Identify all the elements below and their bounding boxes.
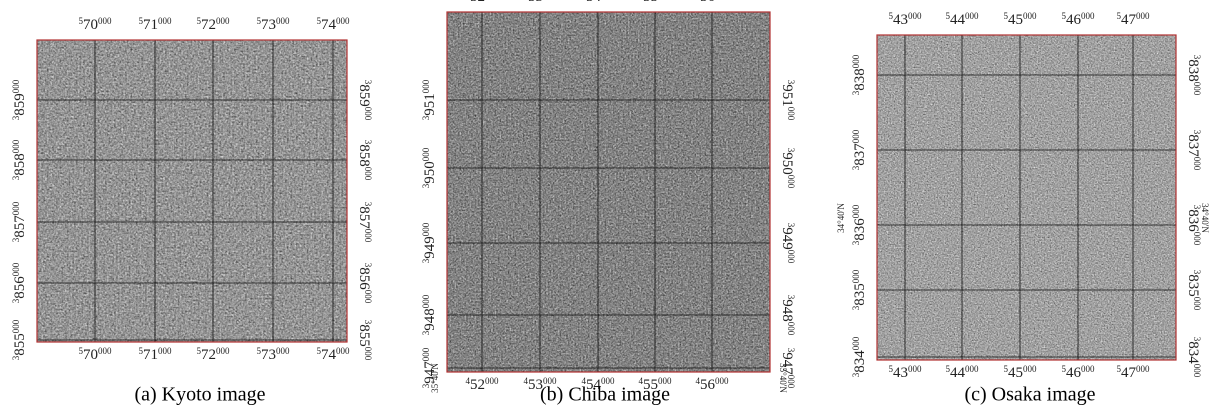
y-coord-label-right: 3950000: [779, 148, 796, 189]
satellite-image: [37, 40, 347, 342]
x-coord-label-top: 546000: [1062, 11, 1096, 28]
x-coord-label-top: 544000: [946, 11, 980, 28]
y-coord-label-left: 3859000: [11, 79, 28, 120]
y-coord-label-right: 3834000: [1185, 337, 1202, 378]
x-coord-label-bottom: 544000: [946, 364, 980, 381]
x-coord-label-top: 453000: [524, 0, 558, 5]
x-coord-label-bottom: 545000: [1004, 364, 1038, 381]
y-coord-label-left: 3948000: [421, 294, 438, 335]
x-coord-label-bottom: 573000: [257, 346, 291, 363]
panel: 4520004520004530004530004540004540004550…: [421, 0, 796, 406]
latitude-annotation: 35°40'N: [430, 363, 440, 393]
y-coord-label-right: 3856000: [356, 263, 373, 304]
y-coord-label-left: 3834000: [851, 336, 868, 377]
x-coord-label-bottom: 546000: [1062, 364, 1096, 381]
y-coord-label-right: 3858000: [356, 140, 373, 181]
x-coord-label-top: 456000: [696, 0, 730, 5]
x-coord-label-bottom: 574000: [317, 346, 351, 363]
y-coord-label-right: 3836000: [1185, 205, 1202, 246]
y-coord-label-right: 3855000: [356, 320, 373, 361]
y-coord-label-left: 3857000: [11, 201, 28, 242]
x-coord-label-top: 545000: [1004, 11, 1038, 28]
caption: (a) Kyoto image: [134, 384, 265, 406]
x-coord-label-top: 543000: [889, 11, 923, 28]
x-coord-label-top: 547000: [1117, 11, 1151, 28]
x-coord-label-bottom: 570000: [79, 346, 113, 363]
x-coord-label-top: 452000: [466, 0, 500, 5]
y-coord-label-left: 3951000: [421, 79, 438, 120]
x-coord-label-bottom: 456000: [696, 376, 730, 393]
panel: 570000 570000 571000 571000 572000 572000 5730…: [11, 16, 373, 406]
satellite-image: [877, 35, 1176, 360]
x-coord-label-top: 573000: [257, 16, 291, 33]
y-coord-label-left: 3858000: [11, 139, 28, 180]
y-coord-label-right: 3835000: [1185, 270, 1202, 311]
x-coord-label-bottom: 543000: [889, 364, 923, 381]
latitude-annotation: 34°40'N: [836, 203, 846, 233]
x-coord-label-top: 570000: [79, 16, 113, 33]
x-coord-label-bottom: 452000: [466, 376, 500, 393]
y-coord-label-left: 3949000: [421, 222, 438, 263]
caption: (c) Osaka image: [964, 384, 1095, 406]
y-coord-label-right: 3857000: [356, 202, 373, 243]
y-coord-label-left: 3838000: [851, 54, 868, 95]
y-coord-label-right: 3837000: [1185, 130, 1202, 171]
x-coord-label-bottom: 571000: [139, 346, 173, 363]
x-coord-label-top: 455000: [639, 0, 673, 5]
y-coord-label-left: 3836000: [851, 204, 868, 245]
y-coord-label-left: 3855000: [11, 319, 28, 360]
y-coord-label-right: 3949000: [779, 223, 796, 264]
figure: 570000 570000 571000 571000 572000 572000 5730…: [0, 0, 1224, 410]
y-coord-label-left: 3856000: [11, 262, 28, 303]
y-coord-label-left: 3835000: [851, 269, 868, 310]
x-coord-label-bottom: 572000: [197, 346, 231, 363]
y-coord-label-right: 3951000: [779, 80, 796, 121]
y-coord-label-right: 3859000: [356, 80, 373, 121]
x-coord-label-top: 574000: [317, 16, 351, 33]
y-coord-label-right: 3838000: [1185, 55, 1202, 96]
latitude-annotation: 35°40'N: [778, 363, 788, 393]
x-coord-label-top: 571000: [139, 16, 173, 33]
satellite-image: [447, 12, 770, 372]
panel: 543000 543000 544000 544000 545000 545000 5460…: [836, 11, 1210, 406]
y-coord-label-left: 3950000: [421, 147, 438, 188]
x-coord-label-top: 572000: [197, 16, 231, 33]
y-coord-label-left: 3837000: [851, 129, 868, 170]
x-coord-label-bottom: 547000: [1117, 364, 1151, 381]
x-coord-label-top: 454000: [582, 0, 616, 5]
y-coord-label-right: 3948000: [779, 295, 796, 336]
caption: (b) Chiba image: [540, 384, 670, 406]
latitude-annotation: 34°40'N: [1200, 203, 1210, 233]
